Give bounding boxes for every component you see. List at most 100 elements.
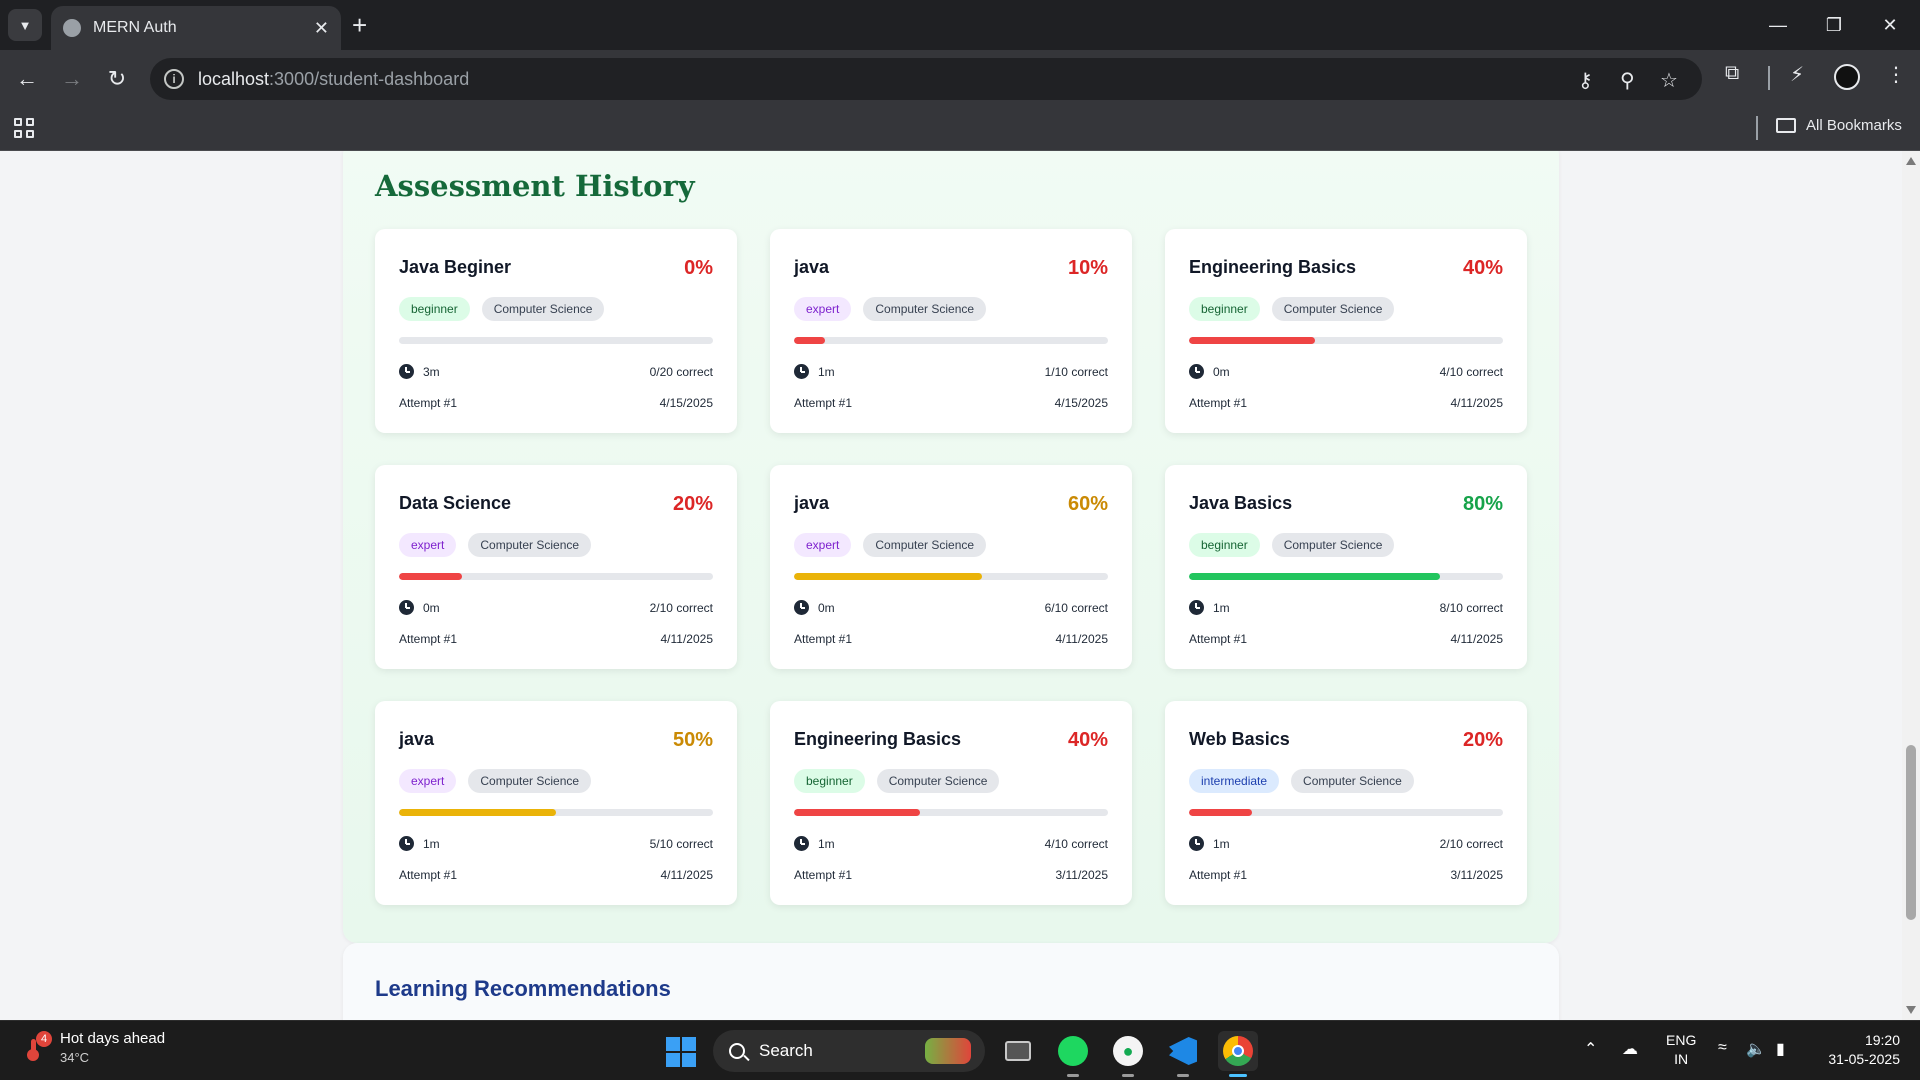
restore-button[interactable]: ❐ bbox=[1825, 14, 1843, 35]
task-view-icon[interactable] bbox=[998, 1031, 1038, 1071]
tab-search-button[interactable]: ▼ bbox=[8, 9, 42, 41]
minimize-button[interactable]: — bbox=[1769, 14, 1787, 35]
clock-icon bbox=[794, 600, 809, 615]
assessment-attempt-row: Attempt #1 4/11/2025 bbox=[794, 632, 1108, 646]
assessment-card[interactable]: Data Science 20% expert Computer Science… bbox=[375, 465, 737, 669]
back-button[interactable]: ← bbox=[16, 66, 38, 91]
assessment-tags: intermediate Computer Science bbox=[1189, 769, 1414, 793]
score-progress-bar bbox=[1189, 809, 1503, 816]
category-badge: Computer Science bbox=[468, 769, 592, 793]
weather-widget[interactable]: 4 Hot days ahead 34°C bbox=[24, 1030, 165, 1065]
assessment-card[interactable]: java 50% expert Computer Science 1m 5/10… bbox=[375, 701, 737, 905]
chrome-icon[interactable] bbox=[1218, 1031, 1258, 1077]
duration-text: 3m bbox=[423, 364, 440, 379]
assessment-tags: beginner Computer Science bbox=[794, 769, 1000, 793]
assessment-card[interactable]: Web Basics 20% intermediate Computer Sci… bbox=[1165, 701, 1527, 905]
language-indicator[interactable]: ENG IN bbox=[1666, 1032, 1697, 1067]
assessment-tags: beginner Computer Science bbox=[399, 297, 605, 321]
close-tab-icon[interactable]: ✕ bbox=[313, 17, 329, 38]
assessment-card[interactable]: Engineering Basics 40% beginner Computer… bbox=[770, 701, 1132, 905]
scroll-down-arrow-icon[interactable] bbox=[1906, 1006, 1916, 1014]
assessment-card[interactable]: Engineering Basics 40% beginner Computer… bbox=[1165, 229, 1527, 433]
correct-count: 2/10 correct bbox=[1439, 836, 1503, 851]
level-badge: expert bbox=[794, 533, 852, 557]
assessment-card[interactable]: java 60% expert Computer Science 0m 6/10… bbox=[770, 465, 1132, 669]
close-window-button[interactable]: ✕ bbox=[1882, 14, 1898, 35]
new-tab-button[interactable]: + bbox=[352, 10, 368, 40]
score-progress-fill bbox=[794, 573, 983, 580]
volume-icon[interactable]: 🔈 bbox=[1746, 1041, 1766, 1058]
duration-text: 0m bbox=[818, 600, 835, 615]
onedrive-icon[interactable]: ☁ bbox=[1622, 1041, 1638, 1058]
spotify-icon[interactable] bbox=[1053, 1031, 1093, 1077]
assessment-attempt-row: Attempt #1 3/11/2025 bbox=[794, 868, 1108, 882]
assessment-score: 50% bbox=[672, 729, 713, 751]
level-badge: expert bbox=[399, 533, 457, 557]
extension-icon[interactable]: ⚡ bbox=[1790, 64, 1805, 86]
assessment-name: Data Science bbox=[399, 493, 512, 513]
wifi-icon[interactable]: ≈ bbox=[1718, 1039, 1727, 1056]
assessment-name: Engineering Basics bbox=[794, 729, 962, 749]
attempt-label: Attempt #1 bbox=[794, 396, 853, 410]
category-badge: Computer Science bbox=[863, 297, 987, 321]
zoom-icon[interactable]: ⚲ bbox=[1620, 70, 1635, 92]
level-badge: beginner bbox=[1189, 297, 1260, 321]
score-progress-bar bbox=[1189, 337, 1503, 344]
site-info-icon[interactable]: i bbox=[164, 69, 184, 89]
correct-count: 4/10 correct bbox=[1044, 836, 1108, 851]
duration-text: 1m bbox=[423, 836, 440, 851]
vscode-icon[interactable] bbox=[1163, 1031, 1203, 1077]
assessment-card[interactable]: Java Basics 80% beginner Computer Scienc… bbox=[1165, 465, 1527, 669]
reload-button[interactable]: ↻ bbox=[107, 66, 127, 91]
assessment-score: 20% bbox=[1462, 729, 1503, 751]
page-scrollbar[interactable] bbox=[1902, 151, 1920, 1020]
address-bar[interactable]: i localhost:3000/student-dashboard ⚷ ⚲ ☆ bbox=[150, 58, 1702, 100]
assessment-score: 40% bbox=[1067, 729, 1108, 751]
chevron-down-icon: ▼ bbox=[18, 17, 32, 33]
assessment-attempt-row: Attempt #1 3/11/2025 bbox=[1189, 868, 1503, 882]
assessment-date: 3/11/2025 bbox=[1450, 868, 1504, 882]
score-progress-bar bbox=[1189, 573, 1503, 580]
assessment-score: 20% bbox=[672, 493, 713, 515]
extensions-icon[interactable]: ⧉ bbox=[1725, 62, 1740, 84]
category-badge: Computer Science bbox=[876, 769, 1000, 793]
forward-button[interactable]: → bbox=[61, 66, 83, 91]
scrollbar-thumb[interactable] bbox=[1906, 745, 1916, 920]
assessment-meta-row: 1m 5/10 correct bbox=[399, 836, 713, 851]
assessment-name: java bbox=[399, 729, 435, 749]
assessment-date: 4/11/2025 bbox=[660, 868, 714, 882]
profile-avatar[interactable] bbox=[1834, 64, 1860, 90]
assessment-score: 0% bbox=[684, 257, 713, 279]
score-progress-bar bbox=[399, 809, 713, 816]
assessment-card[interactable]: Java Beginer 0% beginner Computer Scienc… bbox=[375, 229, 737, 433]
category-badge: Computer Science bbox=[1291, 769, 1414, 793]
assessment-card[interactable]: java 10% expert Computer Science 1m 1/10… bbox=[770, 229, 1132, 433]
all-bookmarks-button[interactable]: All Bookmarks bbox=[1776, 117, 1902, 134]
password-key-icon[interactable]: ⚷ bbox=[1578, 70, 1593, 92]
scroll-up-arrow-icon[interactable] bbox=[1906, 157, 1916, 165]
bookmark-star-icon[interactable]: ☆ bbox=[1660, 70, 1678, 92]
clock-icon bbox=[399, 600, 414, 615]
assessment-meta-row: 1m 1/10 correct bbox=[794, 364, 1108, 379]
battery-icon[interactable]: ▮ bbox=[1776, 1041, 1785, 1058]
duration-text: 0m bbox=[423, 600, 440, 615]
assessment-meta-row: 3m 0/20 correct bbox=[399, 364, 713, 379]
duration-text: 1m bbox=[1213, 836, 1230, 851]
all-bookmarks-label: All Bookmarks bbox=[1806, 117, 1902, 134]
mongodb-compass-icon[interactable]: ● bbox=[1108, 1031, 1148, 1077]
browser-tab[interactable]: MERN Auth ✕ bbox=[51, 6, 341, 50]
windows-start-icon[interactable] bbox=[666, 1037, 696, 1067]
assessment-history-title: Assessment History bbox=[375, 169, 695, 203]
level-badge: intermediate bbox=[1189, 769, 1280, 793]
taskbar-search[interactable]: Search bbox=[713, 1030, 985, 1072]
clock-icon bbox=[399, 836, 414, 851]
level-badge: expert bbox=[399, 769, 457, 793]
show-hidden-icons-chevron[interactable]: ⌃ bbox=[1584, 1041, 1598, 1058]
apps-grid-icon[interactable] bbox=[14, 118, 34, 138]
learning-recommendations-title: Learning Recommendations bbox=[375, 976, 671, 1001]
system-clock[interactable]: 19:20 31-05-2025 bbox=[1828, 1032, 1900, 1067]
menu-kebab-icon[interactable]: ⋮ bbox=[1886, 64, 1906, 86]
taskbar-search-label: Search bbox=[759, 1041, 813, 1060]
assessment-tags: beginner Computer Science bbox=[1189, 297, 1395, 321]
assessment-name: Java Beginer bbox=[399, 257, 512, 277]
